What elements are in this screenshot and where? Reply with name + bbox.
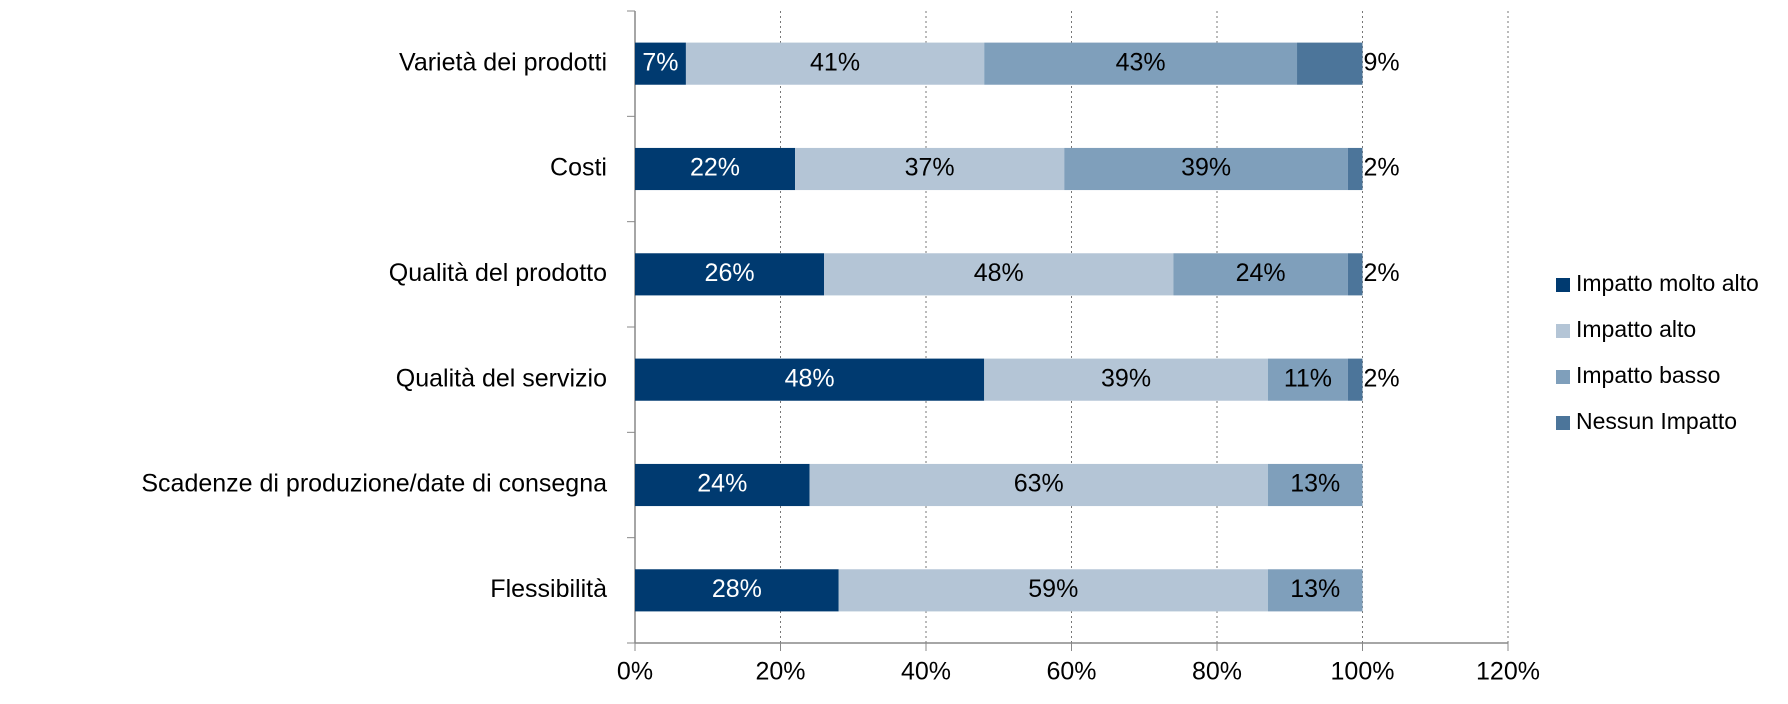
bar-segment (1347, 147, 1363, 191)
data-label: 9% (1364, 48, 1400, 76)
bar-segment (635, 253, 825, 296)
y-tick-label: Costi (550, 154, 607, 182)
x-tick-label: 120% (1476, 658, 1540, 686)
data-label: 24% (1236, 259, 1286, 287)
bar-segment (635, 463, 810, 507)
data-label: 41% (810, 48, 860, 76)
legend-swatch (1556, 324, 1570, 338)
bar-segment (635, 569, 839, 612)
x-tick-label: 80% (1192, 658, 1242, 686)
x-tick-label: 0% (617, 658, 653, 686)
data-label: 11% (1284, 364, 1332, 392)
y-tick-label: Qualità del servizio (396, 364, 607, 392)
legend-swatch (1556, 278, 1570, 292)
legend-swatch (1556, 416, 1570, 430)
data-label: 48% (974, 259, 1024, 287)
bar-segment (1297, 42, 1363, 85)
data-label: 2% (1364, 364, 1400, 392)
data-label: 2% (1364, 259, 1400, 287)
bar-segment (809, 463, 1268, 507)
data-label: 59% (1028, 575, 1078, 603)
bar-segment (635, 358, 985, 401)
bar-segment (824, 253, 1174, 296)
data-label: 7% (642, 48, 678, 76)
bar-segment (984, 358, 1268, 401)
data-label: 48% (785, 364, 835, 392)
bar-segment (1173, 253, 1348, 296)
x-tick-label: 40% (901, 658, 951, 686)
x-tick-label: 100% (1331, 658, 1395, 686)
data-label: 39% (1101, 364, 1151, 392)
y-tick-label: Scadenze di produzione/date di consegna (141, 470, 607, 498)
y-tick-label: Flessibilità (490, 575, 607, 603)
legend-label: Impatto alto (1576, 316, 1696, 342)
bar-segment (1064, 147, 1348, 191)
bar-segment (1347, 253, 1363, 296)
data-label: 43% (1116, 48, 1166, 76)
bar-segment (838, 569, 1268, 612)
y-tick-label: Qualità del prodotto (389, 259, 607, 287)
data-label: 37% (905, 154, 955, 182)
bar-segment (685, 42, 985, 85)
y-tick-label: Varietà dei prodotti (399, 48, 607, 76)
data-label: 13% (1290, 575, 1340, 603)
data-label: 2% (1364, 154, 1400, 182)
bar-segment (635, 42, 686, 85)
bar-segment (635, 147, 796, 191)
bar-segment (1267, 463, 1363, 507)
bar-segment (1347, 358, 1363, 401)
data-label: 28% (712, 575, 762, 603)
bar-segment (1267, 569, 1363, 612)
data-label: 63% (1014, 470, 1064, 498)
legend-label: Impatto basso (1576, 362, 1720, 388)
data-label: 39% (1181, 154, 1231, 182)
legend-label: Impatto molto alto (1576, 270, 1759, 296)
legend-swatch (1556, 370, 1570, 384)
data-label: 26% (705, 259, 755, 287)
data-label: 13% (1290, 470, 1340, 498)
data-label: 24% (697, 470, 747, 498)
bar-segment (795, 147, 1065, 191)
data-label: 22% (690, 154, 740, 182)
bar-segment (984, 42, 1298, 85)
x-tick-label: 20% (755, 658, 805, 686)
bar-segment (1267, 358, 1348, 401)
x-tick-label: 60% (1046, 658, 1096, 686)
legend-label: Nessun Impatto (1576, 408, 1737, 434)
